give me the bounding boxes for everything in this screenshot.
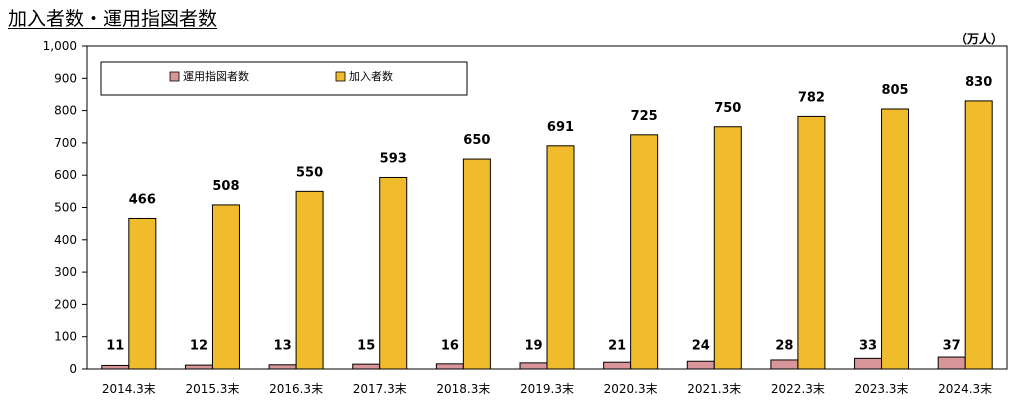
x-axis: 2014.3末 2015.3末 2016.3末 2017.3末 2018.3末 2019.…: [102, 382, 992, 396]
y-tick-label: 600: [54, 168, 77, 182]
data-label-managers: 33: [859, 339, 877, 354]
page-title: 加入者数・運用指図者数: [8, 8, 218, 30]
bar-members: [128, 217, 157, 370]
bar-members: [713, 126, 742, 370]
data-label-members: 650: [463, 133, 490, 148]
y-tick-label: 0: [69, 362, 77, 376]
legend-swatch-members: [335, 71, 346, 82]
bar-managers: [854, 357, 883, 370]
bar-managers: [101, 364, 130, 370]
x-tick-label: 2024.3末: [938, 382, 992, 396]
bar-members: [295, 190, 324, 370]
y-axis: 0 100 200 300 400 500 600 700 800 900 1,000: [43, 39, 87, 376]
bar-managers: [352, 363, 381, 370]
data-label-managers: 37: [943, 339, 961, 354]
bar-members: [630, 134, 659, 370]
bar-members: [462, 158, 491, 370]
bar-managers: [519, 362, 548, 370]
bar-members: [379, 176, 408, 370]
bar-managers: [686, 360, 715, 370]
x-tick-label: 2021.3末: [687, 382, 741, 396]
x-tick-label: 2016.3末: [269, 382, 323, 396]
data-label-members: 725: [631, 109, 658, 124]
bar-managers: [603, 361, 632, 370]
data-label-managers: 19: [524, 339, 542, 354]
data-label-members: 750: [714, 101, 741, 116]
legend-label-members: 加入者数: [349, 70, 393, 83]
legend: 運用指図者数 加入者数: [100, 61, 468, 96]
data-label-managers: 24: [692, 339, 710, 354]
y-tick-label: 700: [54, 136, 77, 150]
data-label-members: 830: [965, 75, 992, 90]
data-label-managers: 12: [190, 339, 208, 354]
x-tick-label: 2019.3末: [520, 382, 574, 396]
bar-managers: [937, 356, 966, 370]
y-tick-label: 300: [54, 265, 77, 279]
data-label-members: 466: [129, 192, 156, 207]
data-labels: 11 466 12 508 13 550 15 593 16 650 19 691 21 725 24 750…: [106, 75, 992, 354]
y-tick-label: 500: [54, 201, 77, 215]
x-tick-label: 2023.3末: [855, 382, 909, 396]
unit-label: （万人）: [955, 32, 1004, 46]
data-label-managers: 11: [106, 339, 124, 354]
bar-managers: [435, 363, 464, 370]
data-label-members: 782: [798, 90, 825, 105]
data-label-managers: 21: [608, 339, 626, 354]
y-tick-label: 900: [54, 71, 77, 85]
data-label-managers: 28: [775, 339, 793, 354]
bar-managers: [770, 359, 799, 370]
data-label-managers: 16: [441, 339, 459, 354]
x-tick-label: 2020.3末: [604, 382, 658, 396]
legend-swatch-managers: [169, 71, 180, 82]
bars: [101, 100, 993, 370]
bar-members: [964, 100, 993, 370]
y-tick-label: 400: [54, 233, 77, 247]
legend-box: [100, 61, 468, 96]
bar-managers: [268, 364, 297, 370]
y-tick-label: 800: [54, 104, 77, 118]
y-tick-label: 100: [54, 330, 77, 344]
bar-members: [211, 204, 240, 370]
bar-members: [546, 145, 575, 370]
data-label-members: 593: [380, 151, 407, 166]
x-tick-label: 2022.3末: [771, 382, 825, 396]
data-label-members: 550: [296, 165, 323, 180]
bar-managers: [184, 364, 213, 370]
x-tick-label: 2017.3末: [353, 382, 407, 396]
x-tick-label: 2018.3末: [436, 382, 490, 396]
x-tick-label: 2014.3末: [102, 382, 156, 396]
data-label-members: 508: [212, 179, 239, 194]
data-label-members: 691: [547, 120, 574, 135]
bar-members: [881, 108, 910, 370]
data-label-managers: 13: [274, 339, 292, 354]
y-tick-label: 1,000: [43, 39, 77, 53]
legend-label-managers: 運用指図者数: [183, 69, 249, 83]
x-tick-label: 2015.3末: [185, 382, 239, 396]
bar-members: [797, 115, 826, 370]
y-tick-label: 200: [54, 297, 77, 311]
data-label-members: 805: [881, 83, 908, 98]
data-label-managers: 15: [357, 339, 375, 354]
